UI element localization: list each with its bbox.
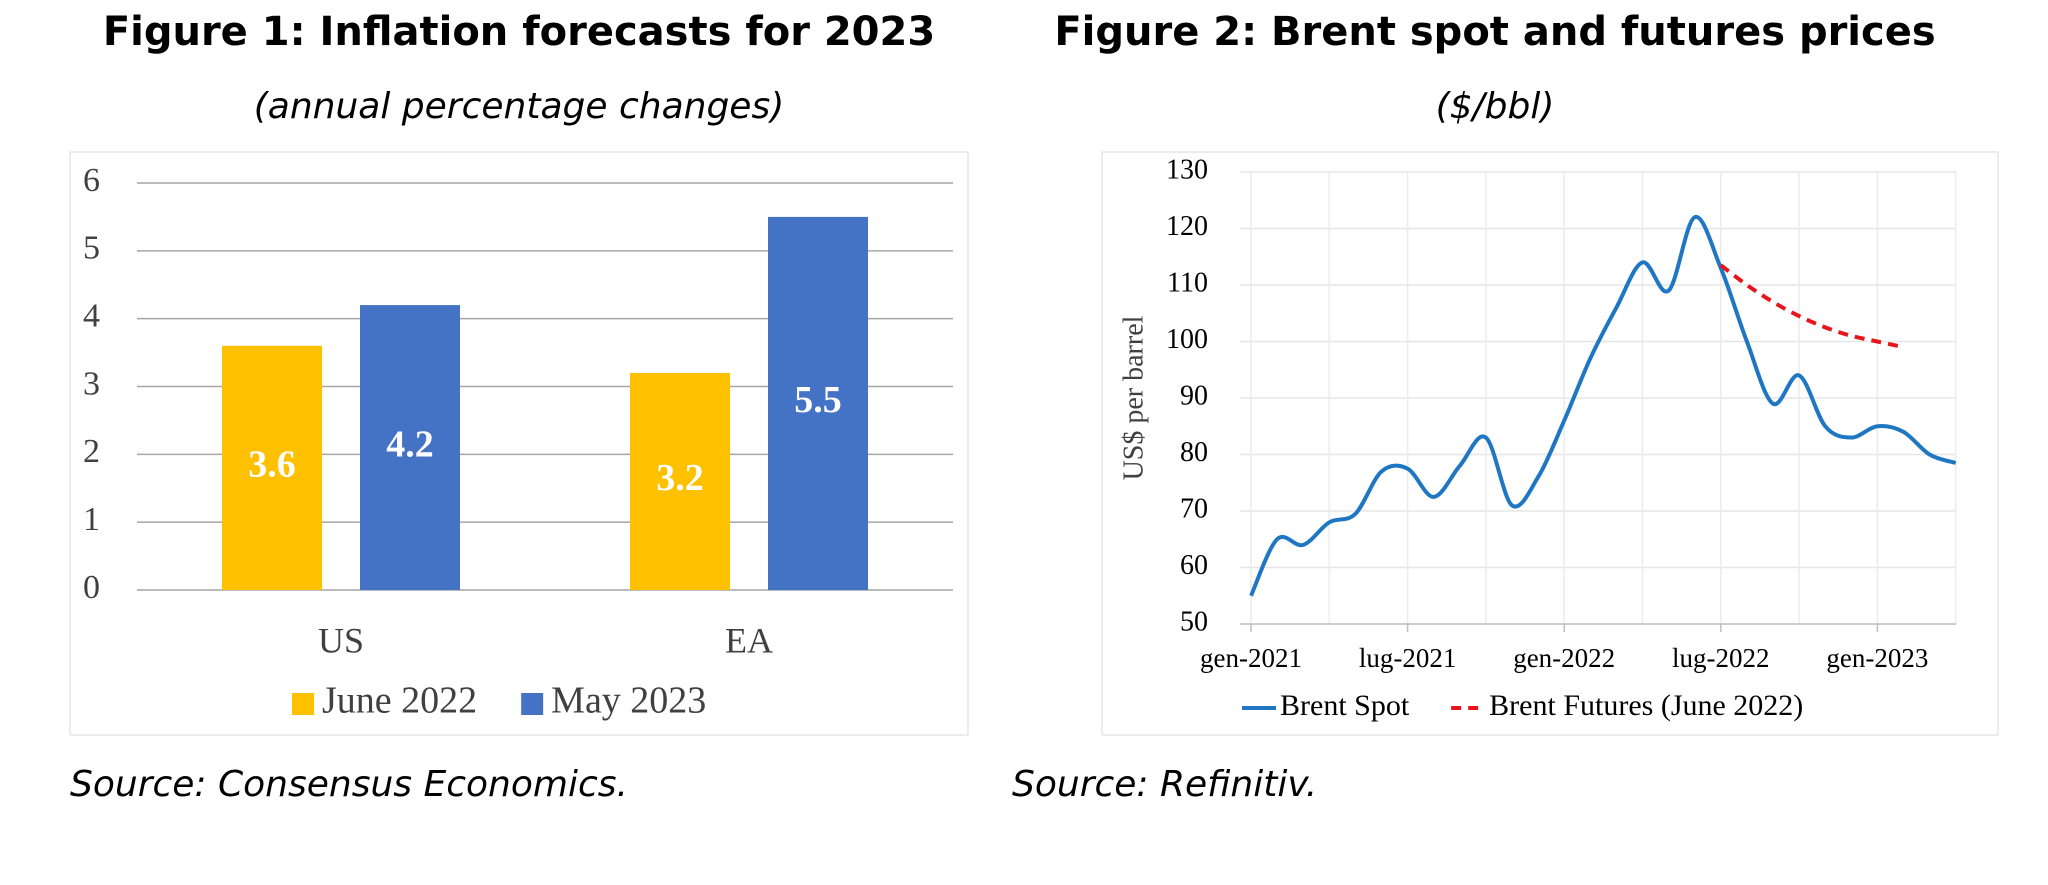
y-tick-label: 100 [1166,324,1208,355]
line-series [1249,215,1957,597]
y-tick-label: 90 [1180,380,1208,411]
x-tick-label: lug-2022 [1672,643,1770,673]
y-tick-label: 80 [1180,437,1208,468]
x-tick-label: gen-2022 [1513,643,1615,673]
data-label: 3.6 [248,444,296,486]
x-tick-label: EA [725,620,773,660]
y-tick-label: 5 [83,230,100,267]
y-tick-label: 6 [83,162,100,199]
chart-subtitle: ($/bbl) [1436,86,1555,127]
bar [630,372,730,590]
source-note: Source: Consensus Economics. [70,764,628,805]
bar [222,345,322,590]
y-tick-label: 1 [83,501,100,538]
legend-label: June 2022 [322,680,477,722]
y-tick-label: 4 [83,297,100,334]
y-tick-label: 130 [1166,154,1208,185]
y-tick-label: 70 [1180,493,1208,524]
y-tick-label: 60 [1180,550,1208,581]
x-tick-label: US [318,620,364,660]
line-series [1719,263,1904,350]
legend-label: May 2023 [551,680,706,722]
source-note: Source: Refinitiv. [1012,764,1317,805]
y-tick-label: 50 [1180,606,1208,637]
data-label: 5.5 [794,379,842,421]
bar [360,305,460,590]
bar [768,216,868,590]
chart-title: Figure 1: Inflation forecasts for 2023 [103,9,935,55]
legend-swatch [292,693,314,715]
legend-swatch [521,693,544,715]
y-tick-label: 0 [83,569,100,606]
x-tick-label: gen-2023 [1826,643,1928,673]
chart-title: Figure 2: Brent spot and futures prices [1054,9,1935,55]
legend-label: Brent Spot [1280,689,1410,722]
x-tick-label: gen-2021 [1200,643,1302,673]
x-tick-label: lug-2021 [1359,643,1457,673]
chart-subtitle: (annual percentage changes) [254,86,785,127]
y-tick-label: 2 [83,433,100,470]
legend-label: Brent Futures (June 2022) [1489,689,1803,722]
y-tick-label: 3 [83,365,100,402]
y-tick-label: 110 [1167,267,1208,298]
data-label: 4.2 [386,423,434,465]
y-tick-label: 120 [1166,211,1208,242]
data-label: 3.2 [656,457,704,499]
y-axis-label: US$ per barrel [1118,315,1149,480]
